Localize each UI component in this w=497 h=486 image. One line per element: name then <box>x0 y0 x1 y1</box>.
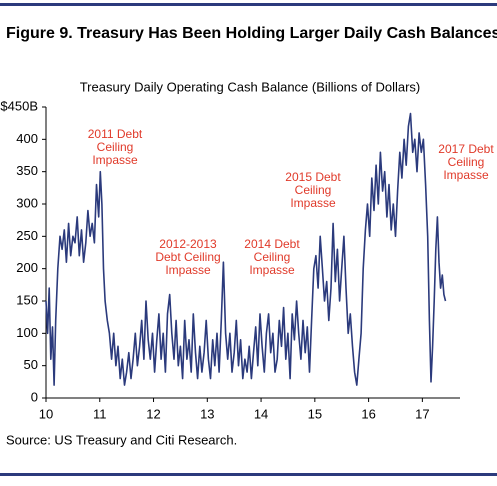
annotation: 2015 Debt <box>285 170 341 184</box>
chart-title: Treasury Daily Operating Cash Balance (B… <box>80 79 421 94</box>
annotation: Impasse <box>92 153 138 167</box>
bottom-rule <box>0 473 497 476</box>
annotation: Impasse <box>165 263 211 277</box>
y-tick-label: 200 <box>16 260 38 275</box>
y-tick-label: 50 <box>24 357 38 372</box>
x-tick-label: 15 <box>308 406 322 421</box>
y-tick-label: 150 <box>16 292 38 307</box>
x-tick-label: 17 <box>415 406 429 421</box>
y-tick-label: 100 <box>16 325 38 340</box>
annotation: 2017 Debt <box>438 142 494 156</box>
annotation: Impasse <box>290 196 336 210</box>
annotation: Ceiling <box>97 140 134 154</box>
x-tick-label: 11 <box>93 406 107 421</box>
annotation: Ceiling <box>448 155 485 169</box>
y-tick-label: 400 <box>16 131 38 146</box>
x-tick-label: 12 <box>146 406 160 421</box>
source: Source: US Treasury and Citi Research. <box>6 432 237 447</box>
top-rule <box>0 3 497 6</box>
y-tick-label: 350 <box>16 163 38 178</box>
y-tick-label: 300 <box>16 195 38 210</box>
annotation: 2011 Debt <box>88 127 143 141</box>
y-tick-label: 0 <box>31 389 38 404</box>
x-tick-label: 14 <box>254 406 268 421</box>
cash-balance-line <box>45 112 447 386</box>
x-tick-label: 16 <box>361 406 375 421</box>
annotation: Impasse <box>249 263 295 277</box>
x-tick-label: 13 <box>200 406 214 421</box>
annotation: Ceiling <box>254 250 291 264</box>
y-tick-label: $450B <box>0 98 38 113</box>
annotation: Ceiling <box>295 183 332 197</box>
annotation: Impasse <box>443 168 489 182</box>
y-tick-label: 250 <box>16 228 38 243</box>
x-tick-label: 10 <box>39 406 53 421</box>
figure-title: Figure 9. Treasury Has Been Holding Larg… <box>6 25 497 42</box>
annotation: 2012-2013 <box>159 237 217 251</box>
annotation: 2014 Debt <box>244 237 300 251</box>
annotation: Debt Ceiling <box>155 250 220 264</box>
